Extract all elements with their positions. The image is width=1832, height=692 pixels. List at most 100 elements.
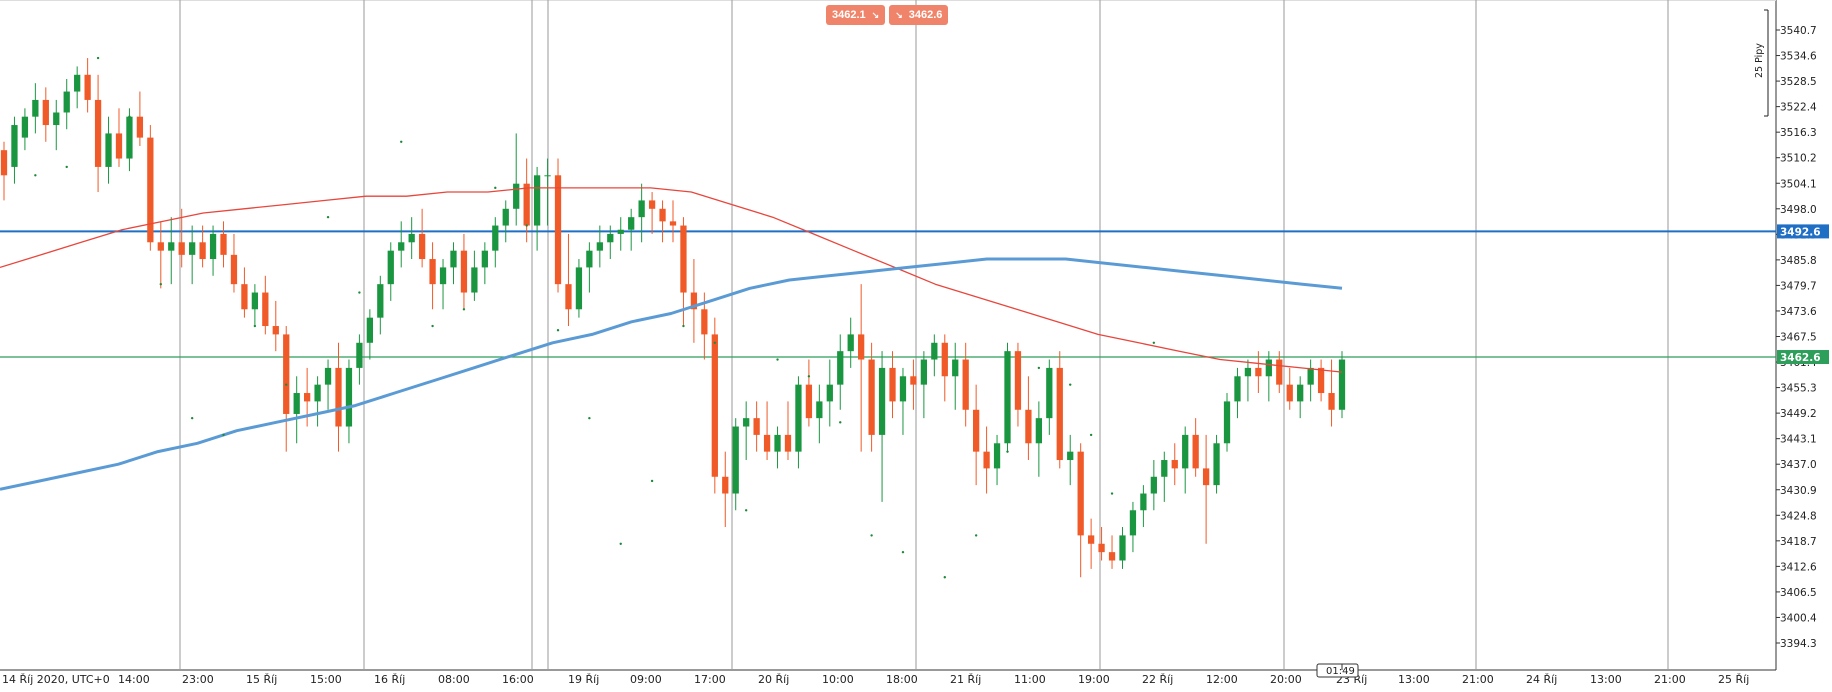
candle-body — [74, 74, 81, 92]
candle-body — [94, 99, 102, 167]
candle-body — [1317, 367, 1325, 394]
psar-dot — [159, 282, 162, 286]
candle-body — [335, 367, 342, 427]
moving-average-slow — [0, 257, 1343, 491]
candle-body — [157, 242, 164, 251]
candle-body — [377, 284, 384, 318]
x-tick-label: 23:00 — [182, 673, 214, 686]
candle-body — [774, 434, 781, 452]
psar-dot — [1069, 383, 1072, 386]
x-tick-label: 15:00 — [310, 673, 342, 686]
psar-dot — [358, 291, 361, 294]
y-tick-label: 3449.2 — [1780, 408, 1817, 420]
candle-body — [199, 242, 206, 260]
psar-dot — [494, 186, 497, 190]
candle-body — [701, 309, 708, 335]
candle-body — [910, 376, 917, 385]
candle-body — [544, 175, 551, 177]
y-tick-label: 3516.3 — [1780, 127, 1817, 139]
candle-body — [398, 242, 405, 251]
candle-body — [1338, 359, 1346, 410]
x-tick-label: 22 Říj — [1142, 673, 1173, 686]
candle-body — [1035, 418, 1042, 444]
candle-body — [596, 242, 603, 251]
candle-body — [973, 409, 980, 452]
candle-body — [648, 200, 656, 209]
x-tick-label: 19:00 — [1078, 673, 1110, 686]
candle-body — [105, 133, 112, 167]
candle-body — [356, 342, 363, 368]
x-tick-label: 13:00 — [1398, 673, 1430, 686]
candle-body — [272, 326, 279, 335]
y-tick-label: 3424.8 — [1780, 510, 1817, 522]
candle-body — [1223, 401, 1231, 444]
candle-body — [450, 250, 457, 268]
candle-body — [408, 233, 415, 243]
y-tick-label: 3473.6 — [1780, 306, 1817, 318]
candle-body — [251, 292, 259, 310]
candle-body — [826, 384, 833, 402]
candle-body — [638, 200, 645, 218]
x-tick-label: 19 Říj — [568, 673, 599, 686]
candle-body — [1077, 451, 1084, 536]
y-tick-label: 3412.6 — [1780, 561, 1817, 573]
x-tick-label: 16 Říj — [374, 673, 405, 686]
y-tick-label: 3430.9 — [1780, 485, 1817, 497]
psar-dot — [619, 542, 622, 545]
candle-body — [293, 393, 300, 414]
psar-dot — [870, 534, 873, 537]
candle-body — [952, 359, 959, 377]
candle-body — [1025, 409, 1032, 444]
candle-body — [481, 250, 488, 268]
x-tick-label: 14:00 — [118, 673, 150, 686]
candle-body — [858, 334, 865, 360]
y-tick-label: 3467.5 — [1780, 332, 1817, 344]
candle-body — [11, 125, 18, 167]
y-tick-label: 3437.0 — [1780, 459, 1817, 471]
y-tick-label: 3406.5 — [1780, 587, 1817, 599]
candle-body — [868, 359, 875, 435]
x-tick-label: 11:00 — [1014, 673, 1046, 686]
psar-dot — [525, 224, 528, 227]
candle-body — [324, 367, 332, 385]
candle-body — [1182, 434, 1189, 469]
psar-dot — [1110, 492, 1114, 495]
candle-body — [523, 183, 530, 226]
candle-body — [941, 342, 948, 377]
candle-body — [1244, 367, 1252, 377]
candle-body — [241, 284, 248, 310]
candle-body — [837, 351, 844, 385]
candle-body — [126, 116, 133, 159]
candle-body — [42, 99, 49, 126]
candle-body — [628, 217, 635, 230]
candle-body — [1328, 393, 1335, 410]
candle-body — [262, 292, 269, 327]
candle-body — [471, 267, 478, 293]
candle-body — [429, 259, 436, 285]
candle-body — [502, 208, 509, 226]
sell-quote-button[interactable]: 3462.1 ↘ — [826, 5, 886, 25]
buy-quote-button[interactable]: ↘ 3462.6 — [889, 5, 949, 25]
candle-body — [513, 183, 520, 209]
candle-body — [387, 250, 394, 285]
x-tick-label: 17:00 — [694, 673, 726, 686]
x-tick-label: 10:00 — [822, 673, 854, 686]
x-tick-label: 09:00 — [630, 673, 662, 686]
candle-body — [816, 401, 823, 419]
candle-body — [1213, 443, 1220, 486]
candle-body — [178, 242, 185, 255]
candle-body — [1129, 510, 1137, 536]
quote-badges: 3462.1 ↘ ↘ 3462.6 — [826, 5, 949, 25]
candle-body — [189, 242, 196, 255]
psar-dot — [400, 140, 403, 143]
candle-body — [575, 267, 583, 310]
x-tick-label: 15 Říj — [246, 673, 277, 686]
x-tick-label: 13:00 — [1590, 673, 1622, 686]
y-tick-label: 3485.8 — [1780, 255, 1817, 267]
buy-price: 3462.6 — [908, 9, 943, 21]
psar-dot — [776, 358, 779, 361]
candle-body — [53, 112, 60, 126]
x-tick-label: 14 Říj 2020, UTC+0 — [2, 673, 110, 686]
